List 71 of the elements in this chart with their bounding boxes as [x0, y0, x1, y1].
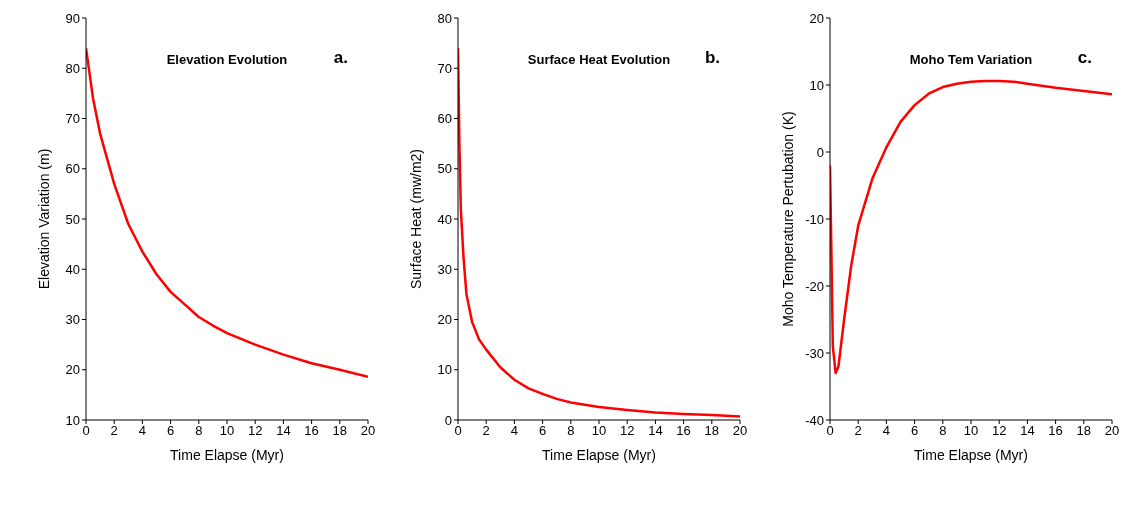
y-tick-label: -40 — [805, 412, 824, 428]
annotation: a. — [333, 48, 348, 68]
y-tick-label: 10 — [65, 412, 80, 428]
annotation: b. — [704, 48, 720, 68]
y-tick-label: 70 — [437, 60, 452, 76]
line-series — [830, 79, 1112, 375]
y-tick-label: 20 — [65, 362, 80, 378]
x-tick-label: 10 — [591, 423, 607, 439]
y-tick-label: 70 — [65, 111, 80, 127]
y-tick-label: 40 — [65, 261, 80, 277]
y-tick-label: 20 — [437, 312, 452, 328]
x-tick-label: 18 — [704, 423, 720, 439]
x-tick-label: 16 — [1048, 423, 1063, 439]
y-tick-label: 20 — [809, 10, 824, 26]
x-axis-title: Time Elapse (Myr) — [914, 447, 1028, 463]
x-tick-label: 18 — [332, 423, 348, 439]
x-axis-title: Time Elapse (Myr) — [542, 447, 656, 463]
y-tick-label: 0 — [444, 412, 452, 428]
y-tick-label: 30 — [65, 312, 80, 328]
x-tick-label: 8 — [567, 423, 575, 439]
y-tick-label: 50 — [437, 161, 452, 177]
x-tick-label: 12 — [619, 423, 635, 439]
text: Elevation Evolution — [166, 52, 288, 67]
y-tick-label: 0 — [816, 144, 824, 160]
x-tick-label: 0 — [82, 423, 90, 439]
x-tick-label: 4 — [510, 423, 519, 439]
x-tick-label: 6 — [538, 423, 547, 439]
y-tick-label: -10 — [805, 211, 824, 227]
x-tick-label: 6 — [166, 423, 175, 439]
x-tick-label: 10 — [963, 423, 979, 439]
y-tick-label: 30 — [437, 261, 452, 277]
x-tick-label: 12 — [991, 423, 1007, 439]
x-tick-label: 2 — [854, 423, 862, 439]
x-tick-label: 14 — [648, 423, 663, 439]
annotation: c. — [1077, 48, 1092, 68]
x-tick-label: 14 — [276, 423, 291, 439]
x-tick-label: 0 — [826, 423, 834, 439]
y-tick-label: 10 — [809, 77, 824, 93]
x-tick-label: 20 — [360, 423, 376, 439]
x-tick-label: 20 — [732, 423, 748, 439]
y-tick-label: 40 — [437, 211, 452, 227]
y-tick-label: -20 — [805, 278, 824, 294]
x-tick-label: 8 — [939, 423, 947, 439]
y-tick-label: 80 — [65, 60, 80, 76]
x-tick-label: 18 — [1076, 423, 1092, 439]
text: Moho Tem Variation — [909, 52, 1033, 67]
x-tick-label: 6 — [910, 423, 919, 439]
x-axis-title: Time Elapse (Myr) — [170, 447, 284, 463]
y-axis-title: Surface Heat (mw/m2) — [407, 148, 424, 290]
x-tick-label: 4 — [138, 423, 147, 439]
x-tick-label: 16 — [676, 423, 691, 439]
x-tick-label: 20 — [1104, 423, 1120, 439]
x-tick-label: 14 — [1020, 423, 1035, 439]
y-tick-label: 80 — [437, 10, 452, 26]
y-tick-label: 90 — [65, 10, 80, 26]
x-tick-label: 2 — [482, 423, 490, 439]
x-tick-label: 4 — [882, 423, 891, 439]
x-tick-label: 0 — [454, 423, 462, 439]
y-axis-title: Elevation Variation (m) — [35, 148, 52, 290]
x-tick-label: 2 — [110, 423, 118, 439]
x-tick-label: 10 — [219, 423, 235, 439]
x-tick-label: 12 — [247, 423, 263, 439]
text: Surface Heat Evolution — [527, 52, 671, 67]
x-tick-label: 8 — [195, 423, 203, 439]
x-tick-label: 16 — [304, 423, 319, 439]
y-tick-label: -30 — [805, 345, 824, 361]
y-tick-label: 50 — [65, 211, 80, 227]
y-tick-label: 10 — [437, 362, 452, 378]
y-axis-title: Moho Temperature Pertubation (K) — [779, 111, 796, 327]
y-tick-label: 60 — [65, 161, 80, 177]
y-tick-label: 60 — [437, 111, 452, 127]
